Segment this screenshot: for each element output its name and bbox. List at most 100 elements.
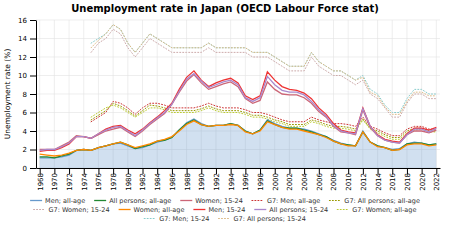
x-tick-label: 1976 — [95, 172, 103, 190]
plot-area — [40, 25, 437, 168]
legend-swatch — [30, 200, 42, 201]
x-axis-line — [37, 168, 441, 169]
y-axis-title: Unemployment rate (%) — [3, 49, 12, 140]
x-tick: 2002 — [286, 168, 294, 191]
x-tick-label: 1988 — [184, 173, 192, 191]
grid-line-y — [36, 57, 440, 58]
y-tick-label: 10 — [18, 72, 27, 80]
x-tick-label: 2008 — [330, 173, 338, 191]
x-tick: 2012 — [360, 168, 368, 191]
x-tick-label: 2000 — [272, 173, 280, 191]
x-tick: 1990 — [198, 168, 206, 191]
y-tick-mark — [30, 76, 36, 77]
legend-label: G7: All persons; 15-24 — [233, 215, 305, 223]
x-tick: 1978 — [110, 168, 118, 191]
y-tick-mark — [30, 168, 36, 169]
legend-swatch — [218, 218, 230, 219]
y-tick: 4 — [23, 128, 36, 136]
x-tick-label: 1972 — [66, 173, 74, 191]
x-tick-label: 1998 — [257, 173, 265, 191]
x-tick-label: 2022 — [433, 173, 441, 191]
x-tick: 2020 — [419, 168, 427, 191]
y-axis-line — [36, 21, 37, 169]
x-tick-label: 1982 — [139, 173, 147, 191]
legend-swatch — [252, 200, 264, 201]
grid-line-y — [36, 75, 440, 76]
line — [40, 71, 437, 151]
x-tick-label: 2010 — [345, 173, 353, 191]
x-tick-label: 1994 — [228, 172, 236, 190]
x-tick-label: 2002 — [286, 173, 294, 191]
y-tick-mark — [30, 131, 36, 132]
legend-item: Women; 15-24 — [180, 197, 243, 205]
x-tick: 1974 — [81, 168, 89, 191]
legend-item: G7: Women; all-age — [337, 206, 416, 214]
y-tick-label: 2 — [23, 146, 27, 154]
legend-item: Women; all-age — [119, 206, 185, 214]
x-tick: 1986 — [169, 168, 177, 191]
grid-line-y — [36, 38, 440, 39]
grid-line-x — [69, 20, 70, 168]
legend-swatch — [180, 200, 192, 201]
line — [40, 120, 437, 158]
x-tick: 1994 — [228, 168, 236, 191]
line — [91, 105, 436, 139]
y-tick: 0 — [23, 165, 36, 173]
legend-swatch — [144, 218, 156, 219]
legend-label: Men; all-age — [45, 197, 85, 205]
grid-line-x — [98, 20, 99, 168]
x-tick-label: 1986 — [169, 172, 177, 190]
legend-swatch — [254, 209, 266, 210]
legend-item: G7: Women; 15-24 — [34, 206, 110, 214]
line — [91, 25, 436, 115]
x-tick: 2000 — [272, 168, 280, 191]
legend-label: G7: All persons; all-age — [344, 197, 420, 205]
legend-item: G7: Men; all-age — [252, 197, 320, 205]
legend-item: Men; 15-24 — [193, 206, 245, 214]
x-tick-label: 2004 — [301, 172, 309, 190]
legend-swatch — [193, 209, 205, 210]
legend-item: All persons; 15-24 — [254, 206, 328, 214]
grid-line-x — [392, 20, 393, 168]
grid-line-x — [83, 20, 84, 168]
y-tick-mark — [30, 20, 36, 21]
legend-swatch — [34, 209, 46, 210]
legend-label: All persons; all-age — [109, 197, 171, 205]
y-tick-label: 8 — [23, 91, 27, 99]
legend-item: G7: Men; 15-24 — [144, 215, 209, 223]
x-tick-label: 2012 — [360, 173, 368, 191]
grid-line-y — [36, 20, 440, 21]
legend-item: Men; all-age — [30, 197, 85, 205]
legend-item: G7: All persons; 15-24 — [218, 215, 305, 223]
legend-label: G7: Women; all-age — [352, 206, 416, 214]
grid-line-x — [39, 20, 40, 168]
x-tick-label: 1974 — [81, 172, 89, 190]
line — [91, 25, 436, 113]
line — [40, 74, 437, 151]
x-tick-label: 2006 — [316, 172, 324, 190]
x-tick: 2016 — [389, 168, 397, 191]
legend-label: Men; 15-24 — [208, 206, 245, 214]
x-tick: 2010 — [345, 168, 353, 191]
legend-swatch — [94, 200, 106, 201]
legend-item: All persons; all-age — [94, 197, 171, 205]
line — [40, 119, 437, 158]
y-tick: 2 — [23, 146, 36, 154]
x-tick-label: 1970 — [51, 173, 59, 191]
legend-label: G7: Men; all-age — [267, 197, 320, 205]
legend-item: G7: All persons; all-age — [329, 197, 420, 205]
grid — [36, 20, 440, 168]
x-tick: 2022 — [433, 168, 441, 191]
x-tick: 1968 — [37, 168, 45, 191]
legend-label: Women; 15-24 — [195, 197, 243, 205]
area — [40, 119, 437, 168]
y-tick: 8 — [23, 91, 36, 99]
x-tick: 2014 — [375, 168, 383, 191]
y-tick: 12 — [18, 54, 36, 62]
x-tick: 2006 — [316, 168, 324, 191]
line — [91, 103, 436, 137]
y-tick-mark — [30, 94, 36, 95]
y-tick: 10 — [18, 72, 36, 80]
x-tick: 1992 — [213, 168, 221, 191]
y-tick-label: 6 — [23, 109, 28, 117]
